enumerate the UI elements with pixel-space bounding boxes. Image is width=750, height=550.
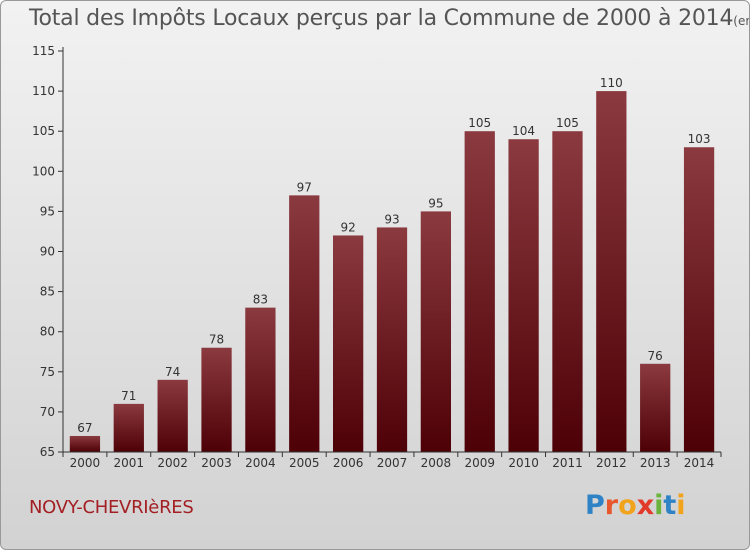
y-tick-label: 100	[32, 164, 55, 178]
x-tick-label: 2004	[245, 456, 276, 470]
bar	[69, 435, 101, 452]
bar	[376, 227, 408, 452]
bar	[201, 347, 232, 452]
bar-value-label: 103	[688, 132, 711, 146]
x-tick-label: 2012	[596, 456, 627, 470]
bar-value-label: 83	[253, 293, 268, 307]
logo-letter: x	[636, 490, 655, 521]
y-tick-label: 115	[32, 44, 55, 58]
x-tick-label: 2009	[464, 456, 495, 470]
x-tick-label: 2007	[377, 456, 408, 470]
bar-layer: 67 71 74 78 83 97 92 93 95 105 104 105 110 76 103	[69, 76, 715, 453]
chart-title-unit: (en milliers d'€)	[733, 14, 749, 28]
x-tick-label: 2002	[157, 456, 188, 470]
bar-value-label: 76	[648, 349, 663, 363]
bar	[552, 131, 583, 452]
y-tick-label: 110	[32, 84, 55, 98]
proxiti-logo[interactable]: Proxiti	[585, 490, 686, 521]
x-tick-label: 2014	[684, 456, 715, 470]
chart-title: Total des Impôts Locaux perçus par la Co…	[29, 6, 749, 31]
bar-value-label: 104	[512, 124, 535, 138]
chart-title-text: Total des Impôts Locaux perçus par la Co…	[29, 6, 734, 31]
bar	[420, 211, 452, 452]
x-tick-label: 2013	[640, 456, 671, 470]
logo-letter: P	[585, 490, 605, 521]
bar-value-label: 105	[468, 116, 491, 130]
logo-letter: i	[676, 490, 686, 521]
x-tick-label: 2001	[114, 456, 145, 470]
bar	[683, 147, 715, 453]
bar	[596, 91, 627, 452]
bar	[464, 131, 495, 452]
bar-value-label: 110	[600, 76, 623, 90]
x-tick-label: 2006	[333, 456, 364, 470]
y-tick-label: 80	[40, 325, 55, 339]
logo-letter: o	[618, 490, 637, 521]
bar	[113, 403, 144, 452]
bar-value-label: 71	[121, 389, 136, 403]
y-tick-label: 75	[40, 365, 55, 379]
bar-value-label: 92	[340, 220, 355, 234]
y-tick-label: 95	[40, 204, 55, 218]
bar	[640, 363, 671, 452]
bar	[332, 235, 364, 452]
x-tick-label: 2000	[70, 456, 101, 470]
bar	[157, 379, 188, 452]
bar-value-label: 97	[297, 180, 312, 194]
y-tick-label: 105	[32, 124, 55, 138]
x-tick-label: 2008	[421, 456, 452, 470]
y-tick-label: 90	[40, 245, 55, 259]
bar	[508, 139, 539, 452]
logo-letter: r	[604, 490, 619, 521]
bar-value-label: 105	[556, 116, 579, 130]
commune-name: NOVY-CHEVRIèRES	[29, 497, 194, 518]
x-tick-label: 2010	[508, 456, 539, 470]
y-tick-label: 85	[40, 285, 55, 299]
x-tick-label: 2005	[289, 456, 320, 470]
bar-value-label: 95	[428, 196, 443, 210]
bar-value-label: 74	[165, 365, 180, 379]
x-tick-label: 2011	[552, 456, 583, 470]
axis-layer: 65 70 75 80 85 90 95 100 105 110 115 2000 2001 2002 20…	[32, 44, 722, 470]
bar-value-label: 67	[77, 421, 92, 435]
bar-value-label: 78	[209, 333, 224, 347]
y-tick-label: 65	[40, 445, 55, 459]
logo-letter: i	[654, 490, 664, 521]
y-tick-label: 70	[40, 405, 55, 419]
bar	[245, 307, 276, 452]
logo-letter: t	[663, 490, 677, 521]
x-tick-label: 2003	[201, 456, 232, 470]
bar	[289, 195, 320, 453]
bar-value-label: 93	[384, 212, 399, 226]
